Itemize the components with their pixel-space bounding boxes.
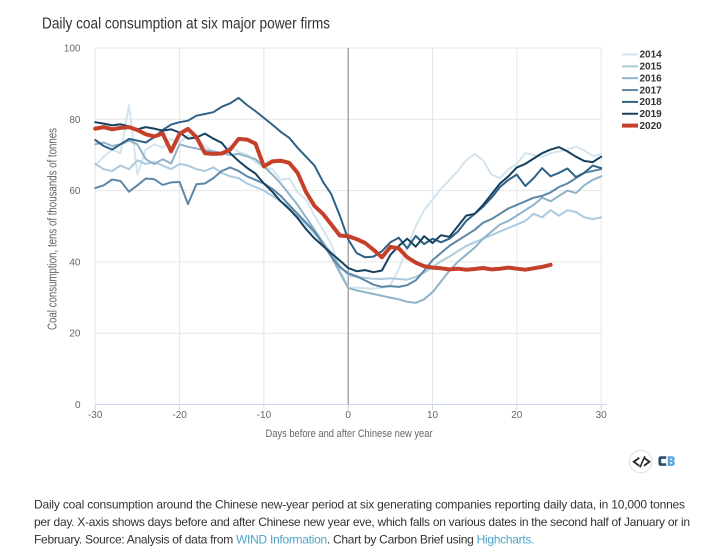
- svg-text:20: 20: [69, 329, 81, 340]
- svg-text:2016: 2016: [640, 73, 663, 84]
- svg-text:Daily coal consumption around: Daily coal consumption around the Chines…: [34, 498, 685, 512]
- svg-text:per day. X-axis shows days bef: per day. X-axis shows days before and af…: [34, 515, 690, 529]
- svg-text:2014: 2014: [640, 50, 663, 61]
- svg-text:10: 10: [427, 410, 439, 421]
- svg-text:February. Source: Analysis of: February. Source: Analysis of data from …: [34, 533, 534, 547]
- svg-text:-10: -10: [257, 410, 272, 421]
- svg-text:40: 40: [69, 257, 81, 268]
- svg-text:2019: 2019: [640, 109, 663, 120]
- svg-text:60: 60: [69, 186, 81, 197]
- svg-text:0: 0: [345, 410, 351, 421]
- svg-text:2018: 2018: [640, 97, 663, 108]
- svg-text:-20: -20: [172, 410, 187, 421]
- svg-text:Coal consumption, tens of thou: Coal consumption, tens of thousands of t…: [45, 128, 60, 330]
- svg-text:2015: 2015: [640, 62, 663, 73]
- svg-text:80: 80: [69, 115, 81, 126]
- svg-text:20: 20: [511, 410, 523, 421]
- svg-text:100: 100: [64, 44, 81, 55]
- svg-text:30: 30: [596, 410, 608, 421]
- svg-text:0: 0: [75, 400, 81, 411]
- svg-text:2020: 2020: [640, 121, 663, 132]
- svg-text:2017: 2017: [640, 85, 663, 96]
- svg-text:Days before and after Chinese: Days before and after Chinese new year: [266, 428, 433, 440]
- svg-text:-30: -30: [88, 410, 103, 421]
- svg-text:Daily coal consumption at six: Daily coal consumption at six major powe…: [42, 15, 330, 32]
